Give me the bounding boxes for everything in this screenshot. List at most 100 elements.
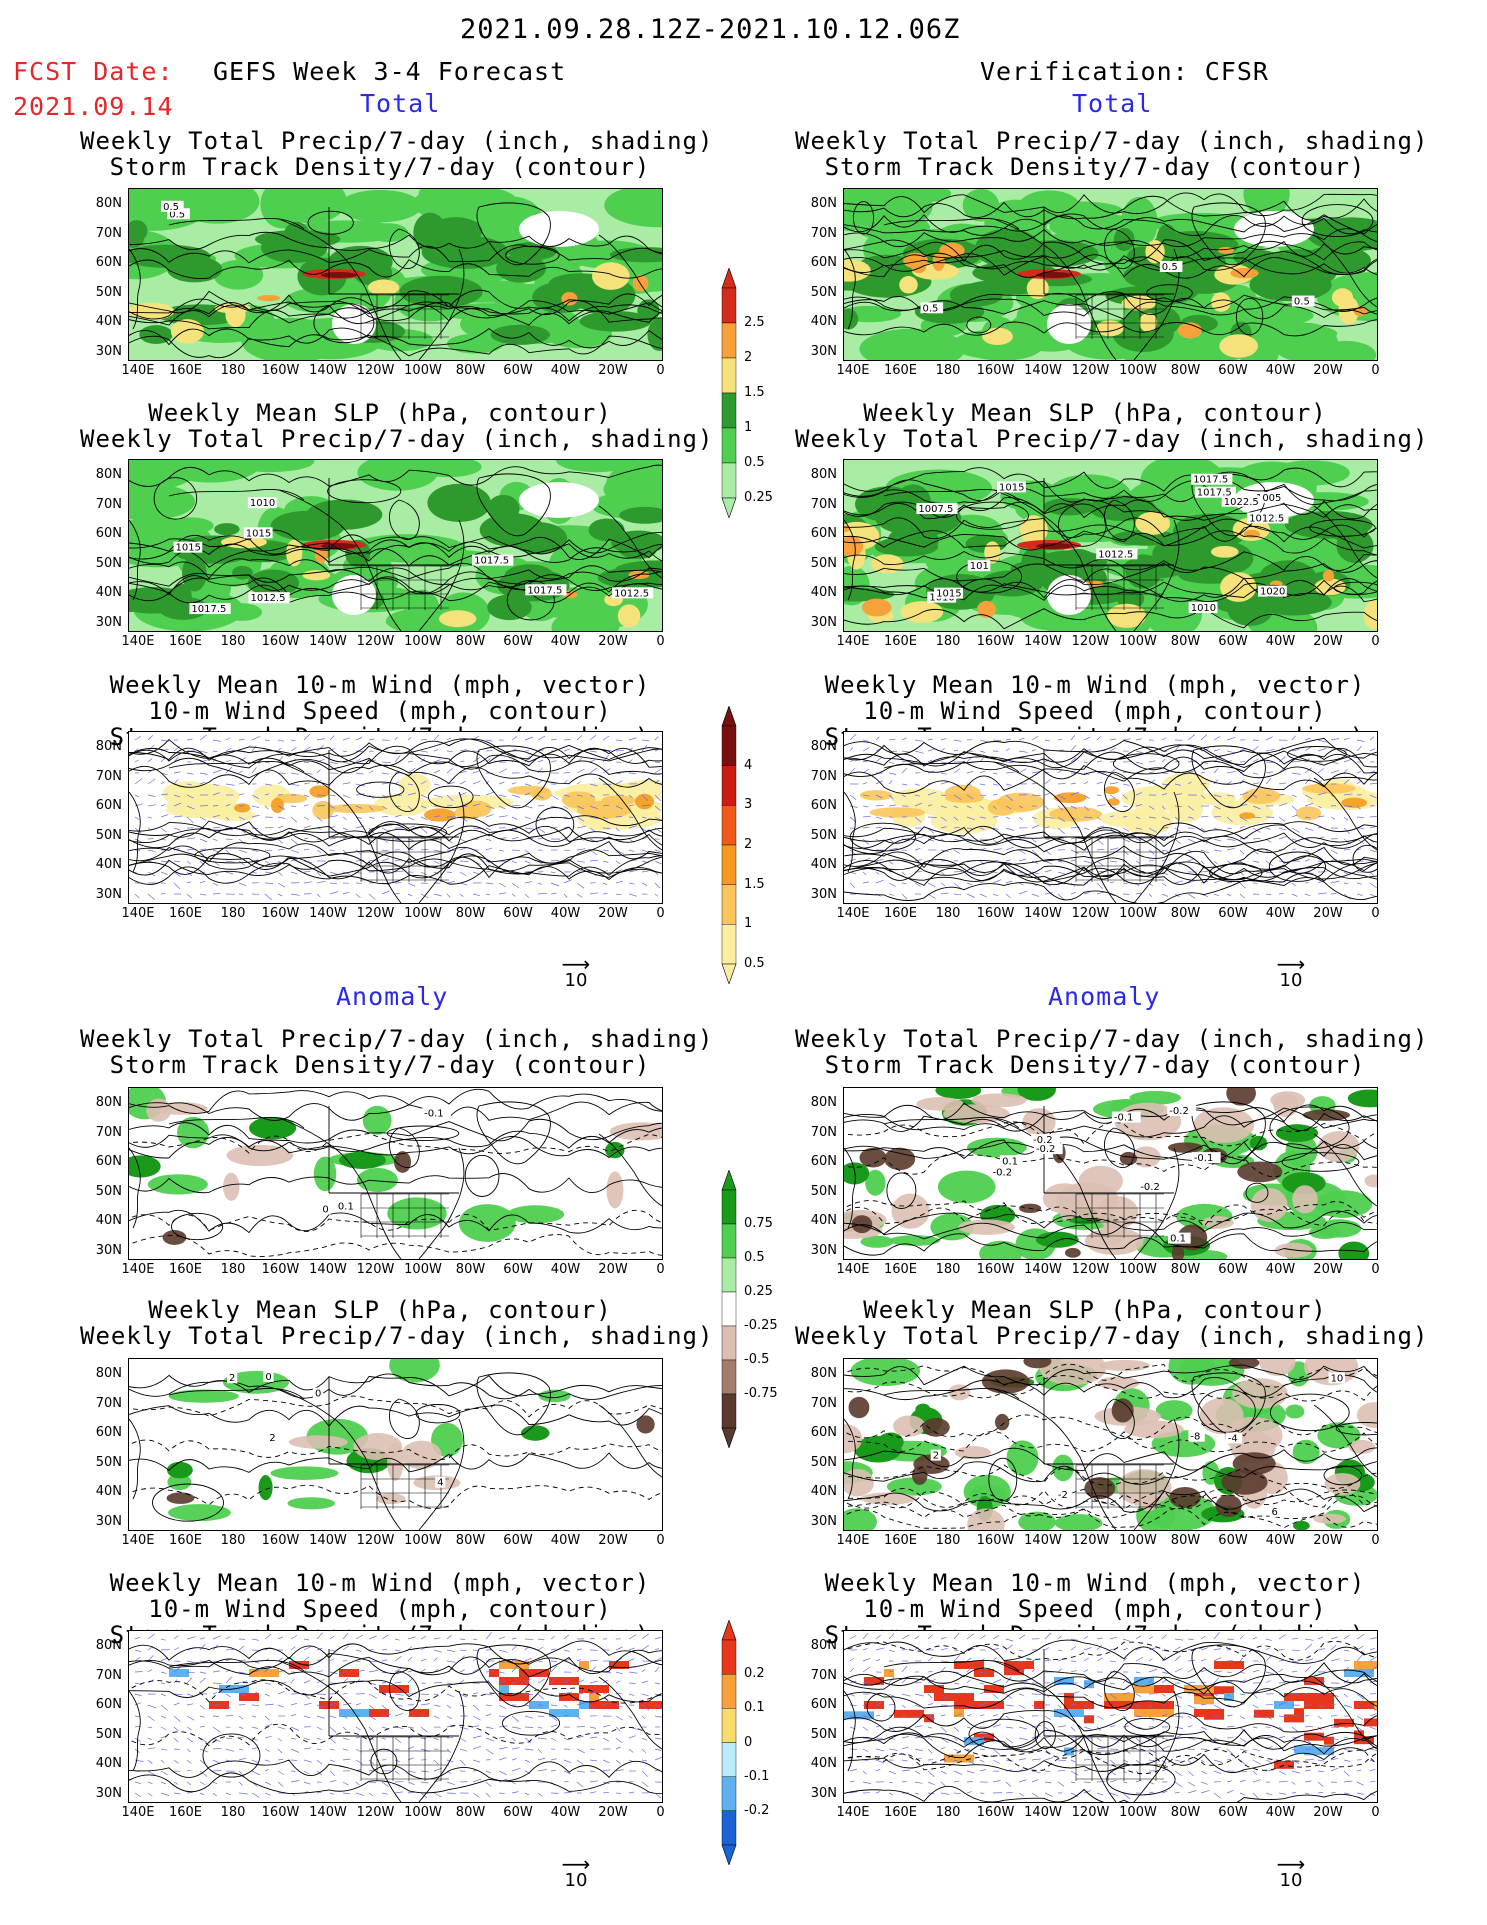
wind-vector	[225, 1676, 232, 1684]
lat-tick-label: 50N	[810, 827, 837, 843]
precip-area-1.5	[1219, 334, 1258, 358]
wind-vector	[524, 1780, 531, 1783]
wind-vector	[1187, 880, 1196, 884]
wind-vector	[1291, 760, 1301, 763]
wind-vector	[576, 748, 581, 752]
wind-vector	[1317, 1704, 1326, 1708]
wind-vector	[953, 1748, 961, 1754]
wind-vector	[1005, 893, 1011, 899]
wind-vector	[199, 781, 206, 785]
contour-line	[844, 1662, 1377, 1686]
wind-vector	[212, 1635, 222, 1640]
wind-vector	[1291, 1770, 1301, 1774]
contour-loop	[194, 847, 271, 864]
contour-loop	[1301, 204, 1374, 238]
contour-line	[844, 832, 1377, 855]
wind-vector	[316, 1632, 323, 1640]
wind-vector	[160, 1770, 168, 1776]
wind-vector	[1226, 860, 1231, 864]
wind-vector	[368, 859, 378, 862]
wind-vector	[914, 739, 924, 742]
wind-vector	[1161, 1737, 1169, 1741]
contour-line	[844, 1431, 1377, 1453]
wind-vector	[641, 1704, 650, 1711]
storm-anom-cell	[1104, 1693, 1134, 1701]
wind-vector	[238, 882, 247, 887]
wind-vector	[1252, 1714, 1260, 1717]
wind-vector	[589, 1691, 596, 1695]
precip-anom-negative	[1022, 1108, 1056, 1136]
wind-vector	[1070, 1792, 1079, 1797]
lon-tick-label: 100W	[1119, 906, 1157, 921]
wind-vector	[1187, 1737, 1196, 1740]
wind-vector	[966, 1679, 971, 1684]
wind-vector	[615, 749, 625, 752]
wind-vector	[563, 1770, 571, 1775]
wind-vector	[329, 735, 335, 741]
coast-greenland	[1191, 473, 1266, 537]
wind-vector	[186, 837, 196, 840]
wind-vector	[446, 1792, 456, 1794]
wind-vector	[1044, 826, 1050, 829]
wind-vector	[1148, 779, 1156, 785]
wind-vector	[901, 794, 907, 798]
wind-vector	[979, 838, 989, 841]
wind-vector	[1278, 1780, 1288, 1783]
wind-vector	[160, 757, 166, 763]
wind-vector	[407, 760, 413, 763]
wind-vector	[303, 1781, 311, 1785]
wind-vector	[615, 816, 623, 818]
wind-vector	[1018, 1737, 1028, 1741]
wind-vector	[1304, 816, 1311, 819]
colorbar-tick-label: 2.5	[744, 315, 765, 330]
contour-loop	[1352, 844, 1377, 873]
wind-vector	[1226, 1714, 1233, 1717]
wind-vector	[498, 815, 508, 818]
wind-vector	[316, 1759, 323, 1765]
wind-vector	[420, 816, 428, 821]
wind-vector	[589, 1736, 598, 1739]
wind-vector	[537, 779, 544, 785]
wind-vector	[173, 794, 181, 798]
us-state-borders	[1043, 207, 1174, 339]
wind-vector	[173, 827, 181, 831]
wind-vector	[563, 1649, 570, 1652]
wind-vector	[1252, 1726, 1258, 1729]
wind-vector	[979, 1635, 986, 1640]
wind-vector	[1083, 1657, 1089, 1662]
wind-vector	[563, 1737, 569, 1741]
wind-vector	[433, 734, 440, 741]
coast-na-east	[1133, 248, 1180, 360]
wind-vector	[1057, 1715, 1062, 1719]
wind-vector	[1213, 1677, 1220, 1684]
contour-line	[844, 768, 1377, 794]
wind-vector	[368, 805, 374, 811]
coast-na-east	[1133, 1690, 1180, 1802]
precip-area-1	[487, 494, 520, 523]
precip-anom-negative	[892, 1415, 926, 1437]
wind-vector	[1343, 1759, 1351, 1762]
panel-title-vf-anom-slp: Weekly Mean SLP (hPa, contour) Weekly Tot…	[795, 1296, 1429, 1350]
wind-vector	[1109, 1636, 1118, 1640]
contour-loop	[415, 1404, 461, 1424]
map-fc-anom-wind	[128, 1630, 663, 1803]
wind-vector	[173, 771, 181, 774]
wind-vector	[1174, 1770, 1182, 1776]
wind-vector	[394, 814, 402, 818]
wind-vector	[1070, 805, 1077, 810]
wind-vector	[134, 893, 140, 899]
contour-line	[844, 760, 1377, 782]
wind-vector	[1005, 1792, 1013, 1794]
wind-vector	[628, 1748, 634, 1753]
lon-tick-label: 140E	[121, 634, 155, 649]
wind-vector	[303, 782, 310, 785]
wind-vector	[355, 882, 362, 885]
storm-anom-cell	[1344, 1669, 1374, 1677]
wind-vector	[238, 860, 246, 866]
contour-line	[129, 816, 662, 843]
precip-anom-negative	[948, 1384, 971, 1401]
contour-line	[129, 1439, 662, 1461]
wind-vector	[1109, 1770, 1116, 1776]
storm-density-0.5	[1121, 785, 1210, 812]
wind-vector	[888, 1737, 895, 1740]
